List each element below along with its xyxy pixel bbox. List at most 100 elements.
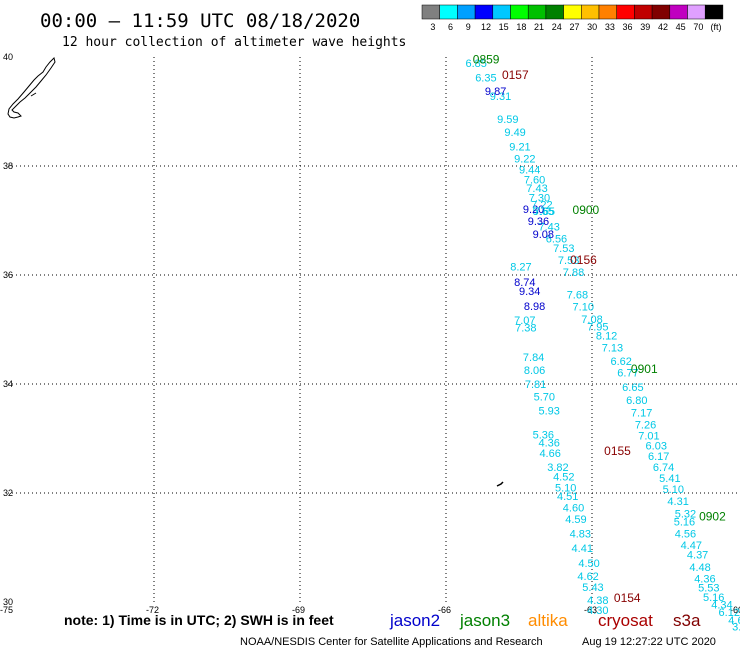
wave-height-label: 6.03 (646, 440, 667, 452)
y-tick-label: 38 (3, 161, 13, 171)
y-tick-label: 32 (3, 488, 13, 498)
credit-line: NOAA/NESDIS Center for Satellite Applica… (240, 636, 543, 648)
wave-height-label: 6.80 (626, 395, 647, 407)
wave-height-label: 5.16 (703, 592, 724, 604)
wave-height-label: 5.32 (675, 509, 696, 521)
pass-time-label: 0156 (570, 253, 597, 267)
wave-height-label: 4.50 (578, 558, 599, 570)
wave-height-label: 4.56 (675, 529, 696, 541)
wave-height-label: 7.43 (526, 183, 547, 195)
colorbar-label: 45 (676, 22, 686, 32)
wave-height-label: 8.06 (524, 365, 545, 377)
wave-height-label: 7.13 (602, 342, 623, 354)
wave-height-label: 7.60 (524, 174, 545, 186)
colorbar-swatch (439, 4, 458, 20)
wave-height-label: 9.36 (528, 216, 549, 228)
wave-height-label: 9.44 (519, 165, 540, 177)
wave-height-label: 4.59 (565, 514, 586, 526)
wave-height-label: 4.47 (681, 540, 702, 552)
colorbar-swatch (687, 4, 706, 20)
colorbar-label: 18 (516, 22, 526, 32)
x-tick-label: -72 (146, 605, 159, 615)
legend-item-jason2: jason2 (389, 611, 440, 630)
wave-height-label: 7.01 (638, 431, 659, 443)
colorbar-label: 6 (448, 22, 453, 32)
wave-height-label: 8.74 (514, 277, 535, 289)
colorbar-label: 33 (605, 22, 615, 32)
wave-height-label: 4.34 (711, 600, 732, 612)
colorbar-swatch (457, 4, 476, 20)
wave-height-label: 6.65 (622, 382, 643, 394)
wave-height-label: 5.93 (538, 406, 559, 418)
legend-item-altika: altika (528, 611, 568, 630)
pass-time-label: 0157 (502, 68, 529, 82)
satellite-legend: jason2 jason3 altika cryosat s3a (389, 611, 701, 630)
colorbar-legend: 3 6 9 12 15 18 21 24 27 30 33 36 39 42 45 70 (ft) (421, 4, 724, 32)
colorbar-swatch (563, 4, 582, 20)
wave-height-label: 9.49 (504, 127, 525, 139)
pass-time-label: 0155 (604, 444, 631, 458)
wave-height-label: 5.53 (698, 583, 719, 595)
wave-height-label: 5.41 (659, 473, 680, 485)
legend-item-jason3: jason3 (459, 611, 510, 630)
colorbar-label: 27 (569, 22, 579, 32)
wave-height-label: 6.17 (648, 451, 669, 463)
colorbar-label: 9 (466, 22, 471, 32)
colorbar-swatch (581, 4, 600, 20)
wave-height-label: 9.08 (533, 229, 554, 241)
wave-height-label: 7.38 (515, 323, 536, 335)
map-grid: -75 -72 -69 -66 -63 -60 30 32 34 36 38 40 (0, 52, 740, 615)
wave-height-label: 7.26 (635, 420, 656, 432)
wave-height-label: 3.58 (732, 621, 740, 633)
colorbar-swatch (492, 4, 511, 20)
wave-height-label: 7.65 (534, 206, 555, 218)
colorbar-swatch (669, 4, 688, 20)
wave-height-label: 6.35 (475, 73, 496, 85)
colorbar-swatch (474, 4, 494, 20)
pass-time-label: 0901 (631, 362, 658, 376)
wave-height-points: 8.277.077.387.848.067.815.705.935.364.36… (465, 58, 740, 634)
x-tick-label: -75 (0, 605, 13, 615)
wave-height-label: 7.53 (558, 255, 579, 267)
chart-subtitle: 12 hour collection of altimeter wave hei… (62, 35, 406, 50)
wave-height-label: 7.84 (523, 352, 544, 364)
x-tick-label: -66 (438, 605, 451, 615)
wave-height-label: 5.36 (533, 430, 554, 442)
wave-height-label: 5.70 (534, 391, 555, 403)
wave-height-label: 5.65 (533, 206, 554, 218)
y-tick-label: 34 (3, 379, 13, 389)
wave-height-label: 4.52 (553, 471, 574, 483)
pass-time-label: 0902 (699, 509, 726, 523)
wave-height-label: 9.21 (509, 142, 530, 154)
y-tick-label: 40 (3, 52, 13, 62)
colorbar-label: 30 (587, 22, 597, 32)
wave-height-label: 8.27 (510, 262, 531, 274)
wave-height-label: 4.36 (694, 573, 715, 585)
wave-height-label: 4.31 (667, 496, 688, 508)
wave-height-label: 4.83 (570, 529, 591, 541)
x-tick-label: -63 (584, 605, 597, 615)
wave-height-label: 6.62 (610, 356, 631, 368)
wave-height-label: 6.85 (465, 58, 486, 70)
wave-height-label: 9.22 (514, 154, 535, 166)
colorbar-label: 12 (481, 22, 491, 32)
colorbar-swatch (527, 4, 547, 20)
x-tick-label: -69 (292, 605, 305, 615)
colorbar-swatch (704, 4, 724, 20)
colorbar-label: 15 (499, 22, 509, 32)
wave-height-label: 6.74 (653, 462, 674, 474)
footnote: note: 1) Time is in UTC; 2) SWH is in fe… (64, 612, 334, 628)
colorbar-swatch (616, 4, 635, 20)
wave-height-label: 4.62 (577, 571, 598, 583)
wave-height-label: 7.53 (553, 243, 574, 255)
pass-time-label: 0859 (473, 53, 500, 67)
wave-height-label: 7.95 (587, 322, 608, 334)
wave-height-label: 4.62 (728, 615, 740, 627)
wave-height-label: 7.08 (581, 314, 602, 326)
wave-height-label: 4.60 (563, 503, 584, 515)
y-tick-label: 36 (3, 270, 13, 280)
legend-item-s3a: s3a (673, 611, 701, 630)
colorbar-label: 70 (693, 22, 703, 32)
wave-height-label: 9.20 (523, 204, 544, 216)
coastline (7, 57, 504, 487)
